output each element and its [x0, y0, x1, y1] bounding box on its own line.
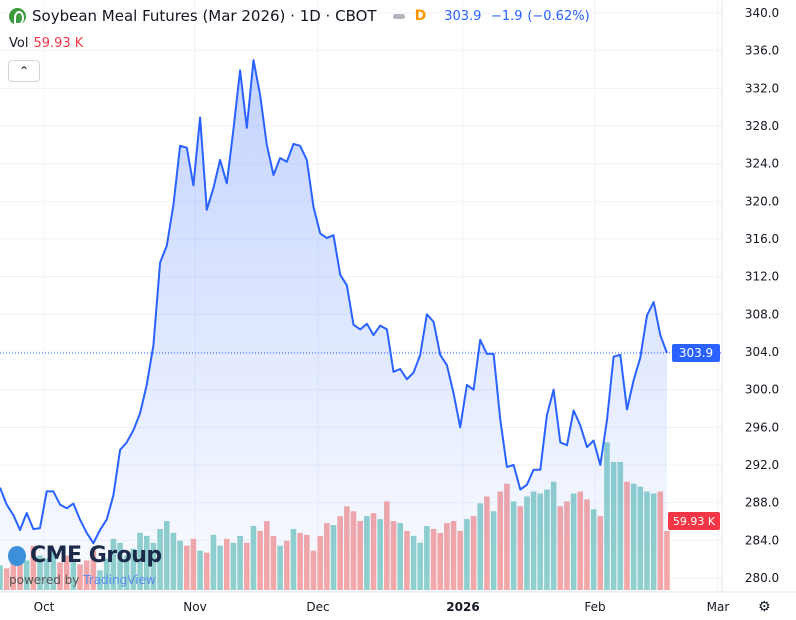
tradingview-link[interactable]: TradingView — [83, 573, 156, 587]
y-tick-label: 324.0 — [745, 157, 779, 171]
volume-legend: Vol 59.93 K — [9, 36, 83, 51]
volume-value: 59.93 K — [33, 36, 84, 51]
y-tick-label: 316.0 — [745, 232, 779, 246]
x-tick-label: 2026 — [446, 600, 479, 614]
price-line — [0, 59, 668, 545]
last-price: 303.9 — [444, 8, 482, 24]
y-tick-label: 288.0 — [745, 496, 779, 510]
x-tick-label: Feb — [584, 600, 605, 614]
collapse-legend-button[interactable]: ⌃ — [8, 60, 40, 82]
x-tick-label: Oct — [34, 600, 55, 614]
y-tick-label: 320.0 — [745, 194, 779, 208]
cme-logo-text: CME Group — [30, 543, 162, 568]
globe-icon — [8, 545, 26, 566]
last-price-tag-text: 303.9 — [679, 346, 713, 360]
cme-group-logo: CME Group — [8, 543, 162, 568]
y-tick-label: 300.0 — [745, 383, 779, 397]
chart-legend: Soybean Meal Futures (Mar 2026) · 1D · C… — [9, 7, 590, 25]
y-tick-label: 332.0 — [745, 81, 779, 95]
y-tick-label: 340.0 — [745, 6, 779, 20]
price-change: −1.9 — [490, 8, 523, 24]
y-tick-label: 308.0 — [745, 307, 779, 321]
soybean-logo-icon — [9, 7, 26, 25]
volume-label: Vol — [9, 36, 29, 51]
interval-badge: D — [414, 8, 427, 24]
y-tick-label: 328.0 — [745, 119, 779, 133]
y-tick-label: 296.0 — [745, 420, 779, 434]
y-tick-label: 336.0 — [745, 44, 779, 58]
y-tick-label: 284.0 — [745, 533, 779, 547]
y-tick-label: 304.0 — [745, 345, 779, 359]
settings-icon[interactable]: ⚙ — [758, 599, 771, 615]
y-tick-label: 280.0 — [745, 571, 779, 585]
y-tick-label: 292.0 — [745, 458, 779, 472]
powered-by[interactable]: powered by TradingView — [9, 573, 156, 587]
x-tick-label: Mar — [707, 600, 730, 614]
last-volume-tag — [668, 512, 720, 530]
x-tick-label: Dec — [306, 600, 329, 614]
y-tick-label: 312.0 — [745, 270, 779, 284]
symbol-title[interactable]: Soybean Meal Futures (Mar 2026) · 1D · C… — [32, 7, 377, 25]
hide-legend-icon[interactable] — [392, 13, 405, 19]
price-change-pct: (−0.62%) — [527, 8, 590, 24]
last-price-tag — [672, 343, 720, 362]
x-tick-label: Nov — [183, 600, 206, 614]
last-volume-tag-text: 59.93 K — [673, 515, 716, 528]
powered-prefix: powered by — [9, 573, 80, 587]
price-area — [0, 60, 667, 593]
